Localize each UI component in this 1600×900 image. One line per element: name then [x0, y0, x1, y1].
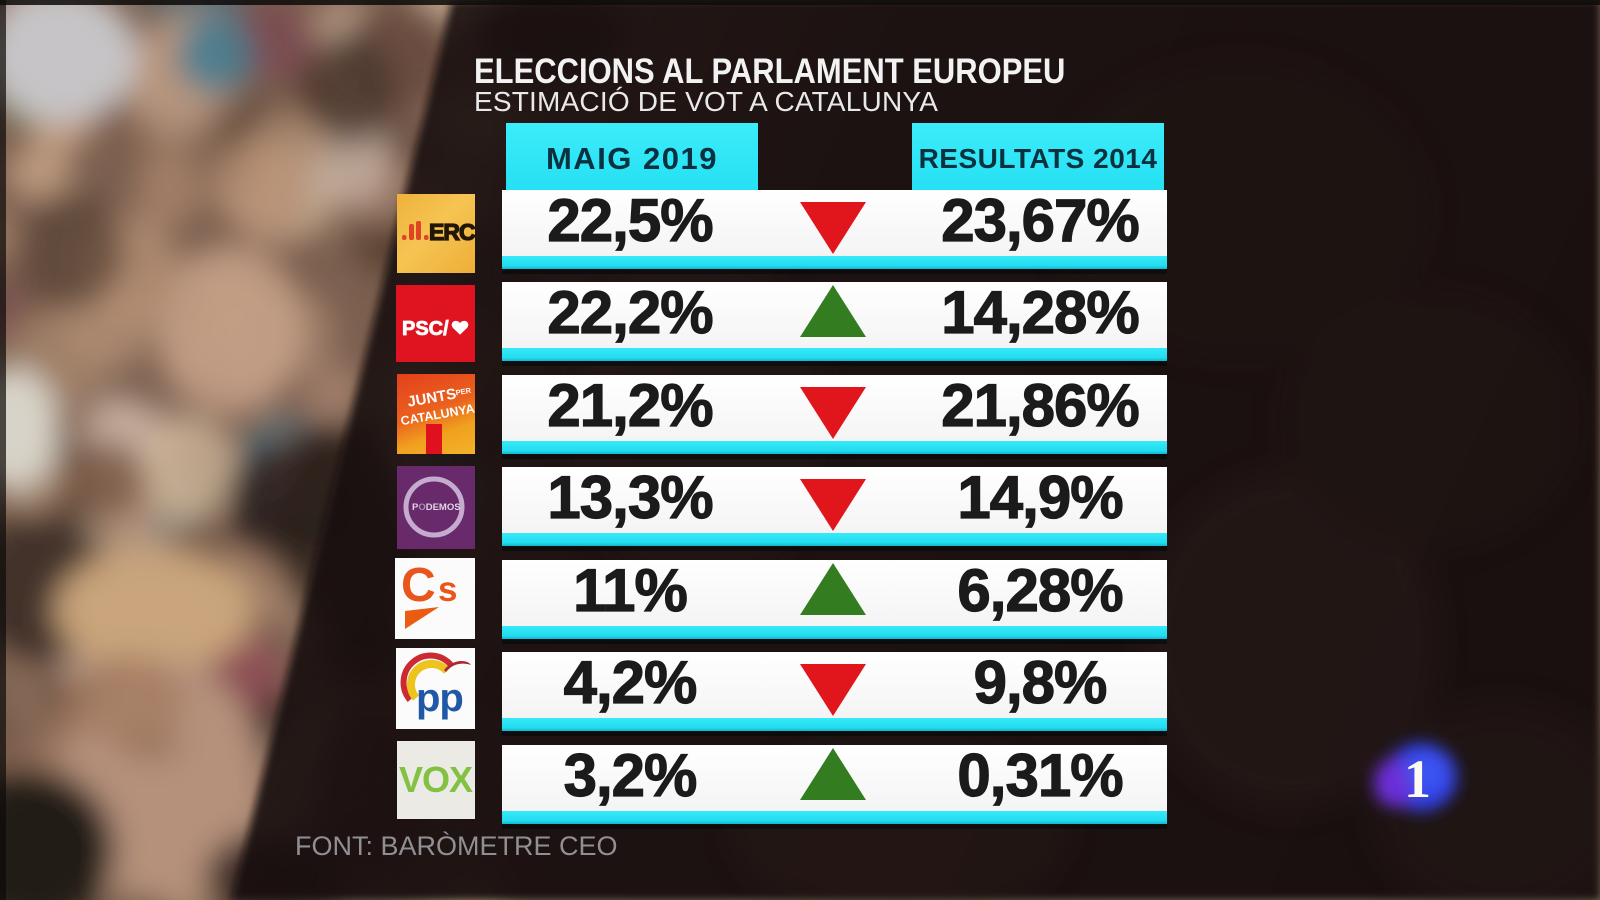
svg-text:ERC: ERC: [429, 219, 475, 245]
svg-text:VOX: VOX: [399, 759, 473, 800]
svg-text:PSC/: PSC/: [402, 318, 449, 340]
svg-text:pp: pp: [416, 676, 463, 720]
svg-text:PER: PER: [455, 386, 472, 398]
svg-text:C: C: [401, 559, 436, 612]
svg-text:s: s: [438, 570, 457, 609]
svg-text:1: 1: [1404, 749, 1431, 809]
svg-text:PODEMOS: PODEMOS: [412, 502, 461, 513]
